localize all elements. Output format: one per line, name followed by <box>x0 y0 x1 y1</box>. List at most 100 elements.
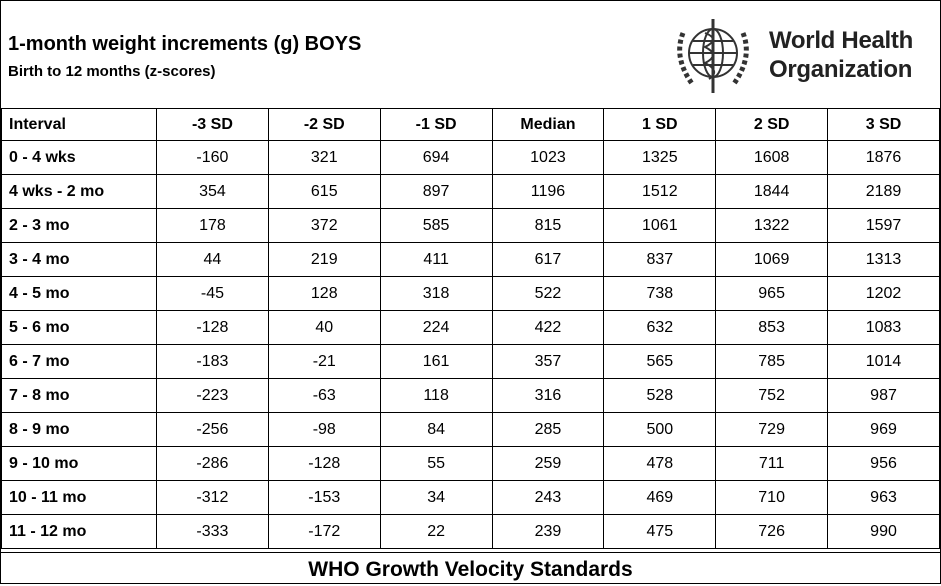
value-cell: 34 <box>379 480 493 515</box>
table-row: 0 - 4 wks -160 321 694 1023 1325 1608 1876 <box>1 140 940 175</box>
value-cell: 729 <box>715 412 829 447</box>
value-cell: 785 <box>715 344 829 379</box>
value-cell: 219 <box>267 242 381 277</box>
value-cell: 1202 <box>827 276 940 311</box>
value-cell: 1512 <box>603 174 717 209</box>
logo-text: World Health <box>769 27 913 54</box>
value-cell: 354 <box>156 174 269 209</box>
value-cell: 316 <box>491 378 605 413</box>
value-cell: 55 <box>379 446 493 481</box>
value-cell: 1325 <box>603 140 717 175</box>
value-cell: 990 <box>827 514 940 549</box>
column-header: -1 SD <box>379 108 493 141</box>
value-cell: 853 <box>715 310 829 345</box>
value-cell: 161 <box>379 344 493 379</box>
value-cell: 1196 <box>491 174 605 209</box>
value-cell: -223 <box>156 378 269 413</box>
value-cell: 22 <box>379 514 493 549</box>
interval-cell: 9 - 10 mo <box>1 446 157 481</box>
value-cell: 1014 <box>827 344 940 379</box>
value-cell: 243 <box>491 480 605 515</box>
interval-cell: 10 - 11 mo <box>1 480 157 515</box>
value-cell: -256 <box>156 412 269 447</box>
value-cell: 239 <box>491 514 605 549</box>
value-cell: 897 <box>379 174 493 209</box>
value-cell: -128 <box>156 310 269 345</box>
value-cell: 500 <box>603 412 717 447</box>
subtitle: Birth to 12 months (z-scores) <box>8 63 216 80</box>
title: 1-month weight increments (g) BOYS <box>8 33 362 55</box>
column-header: 2 SD <box>715 108 829 141</box>
table-row: 11 - 12 mo -333 -172 22 239 475 726 990 <box>1 514 940 549</box>
value-cell: 1597 <box>827 208 940 243</box>
value-cell: 1069 <box>715 242 829 277</box>
value-cell: 372 <box>267 208 381 243</box>
value-cell: 118 <box>379 378 493 413</box>
who-emblem <box>677 19 749 93</box>
value-cell: 128 <box>267 276 381 311</box>
value-cell: 726 <box>715 514 829 549</box>
value-cell: 318 <box>379 276 493 311</box>
value-cell: 475 <box>603 514 717 549</box>
column-header: 1 SD <box>603 108 717 141</box>
value-cell: -183 <box>156 344 269 379</box>
value-cell: 1876 <box>827 140 940 175</box>
value-cell: 694 <box>379 140 493 175</box>
value-cell: 84 <box>379 412 493 447</box>
table: Interval -3 SD -2 SD -1 SD Median 1 SD 2 SD 3 S… <box>1 108 940 549</box>
table-row: 6 - 7 mo -183 -21 161 357 565 785 1014 <box>1 344 940 379</box>
value-cell: 632 <box>603 310 717 345</box>
value-cell: 178 <box>156 208 269 243</box>
value-cell: 528 <box>603 378 717 413</box>
column-header: -3 SD <box>156 108 269 141</box>
table-row: 2 - 3 mo 178 372 585 815 1061 1322 1597 <box>1 208 940 243</box>
interval-cell: 4 wks - 2 mo <box>1 174 157 209</box>
table-row: 5 - 6 mo -128 40 224 422 632 853 1083 <box>1 310 940 345</box>
interval-cell: 5 - 6 mo <box>1 310 157 345</box>
header: 1-month weight increments (g) BOYS Birth… <box>1 1 940 108</box>
value-cell: 987 <box>827 378 940 413</box>
value-cell: 965 <box>715 276 829 311</box>
table-body: 0 - 4 wks -160 321 694 1023 1325 1608 1876 4 wks… <box>1 140 940 549</box>
value-cell: 1083 <box>827 310 940 345</box>
value-cell: 224 <box>379 310 493 345</box>
value-cell: 963 <box>827 480 940 515</box>
value-cell: 40 <box>267 310 381 345</box>
table-row: 4 - 5 mo -45 128 318 522 738 965 1202 <box>1 276 940 311</box>
column-header: Median <box>491 108 605 141</box>
value-cell: -286 <box>156 446 269 481</box>
value-cell: 837 <box>603 242 717 277</box>
table-row: 3 - 4 mo 44 219 411 617 837 1069 1313 <box>1 242 940 277</box>
footer: WHO Growth Velocity Standards <box>1 552 940 584</box>
value-cell: 469 <box>603 480 717 515</box>
interval-cell: 2 - 3 mo <box>1 208 157 243</box>
column-header: 3 SD <box>827 108 940 141</box>
value-cell: -45 <box>156 276 269 311</box>
value-cell: 285 <box>491 412 605 447</box>
value-cell: 956 <box>827 446 940 481</box>
value-cell: 44 <box>156 242 269 277</box>
value-cell: 752 <box>715 378 829 413</box>
interval-cell: 6 - 7 mo <box>1 344 157 379</box>
value-cell: 321 <box>267 140 381 175</box>
value-cell: 2189 <box>827 174 940 209</box>
header-row: Interval -3 SD -2 SD -1 SD Median 1 SD 2 SD 3 S… <box>1 108 940 141</box>
value-cell: 565 <box>603 344 717 379</box>
value-cell: 1322 <box>715 208 829 243</box>
value-cell: 615 <box>267 174 381 209</box>
value-cell: -63 <box>267 378 381 413</box>
value-cell: -128 <box>267 446 381 481</box>
table-row: 8 - 9 mo -256 -98 84 285 500 729 969 <box>1 412 940 447</box>
value-cell: -160 <box>156 140 269 175</box>
value-cell: 585 <box>379 208 493 243</box>
interval-cell: 0 - 4 wks <box>1 140 157 175</box>
value-cell: 1844 <box>715 174 829 209</box>
value-cell: 815 <box>491 208 605 243</box>
value-cell: -21 <box>267 344 381 379</box>
value-cell: -98 <box>267 412 381 447</box>
table-row: 10 - 11 mo -312 -153 34 243 469 710 963 <box>1 480 940 515</box>
interval-cell: 3 - 4 mo <box>1 242 157 277</box>
logo-text: Organization <box>769 56 913 83</box>
column-header: Interval <box>1 108 157 141</box>
